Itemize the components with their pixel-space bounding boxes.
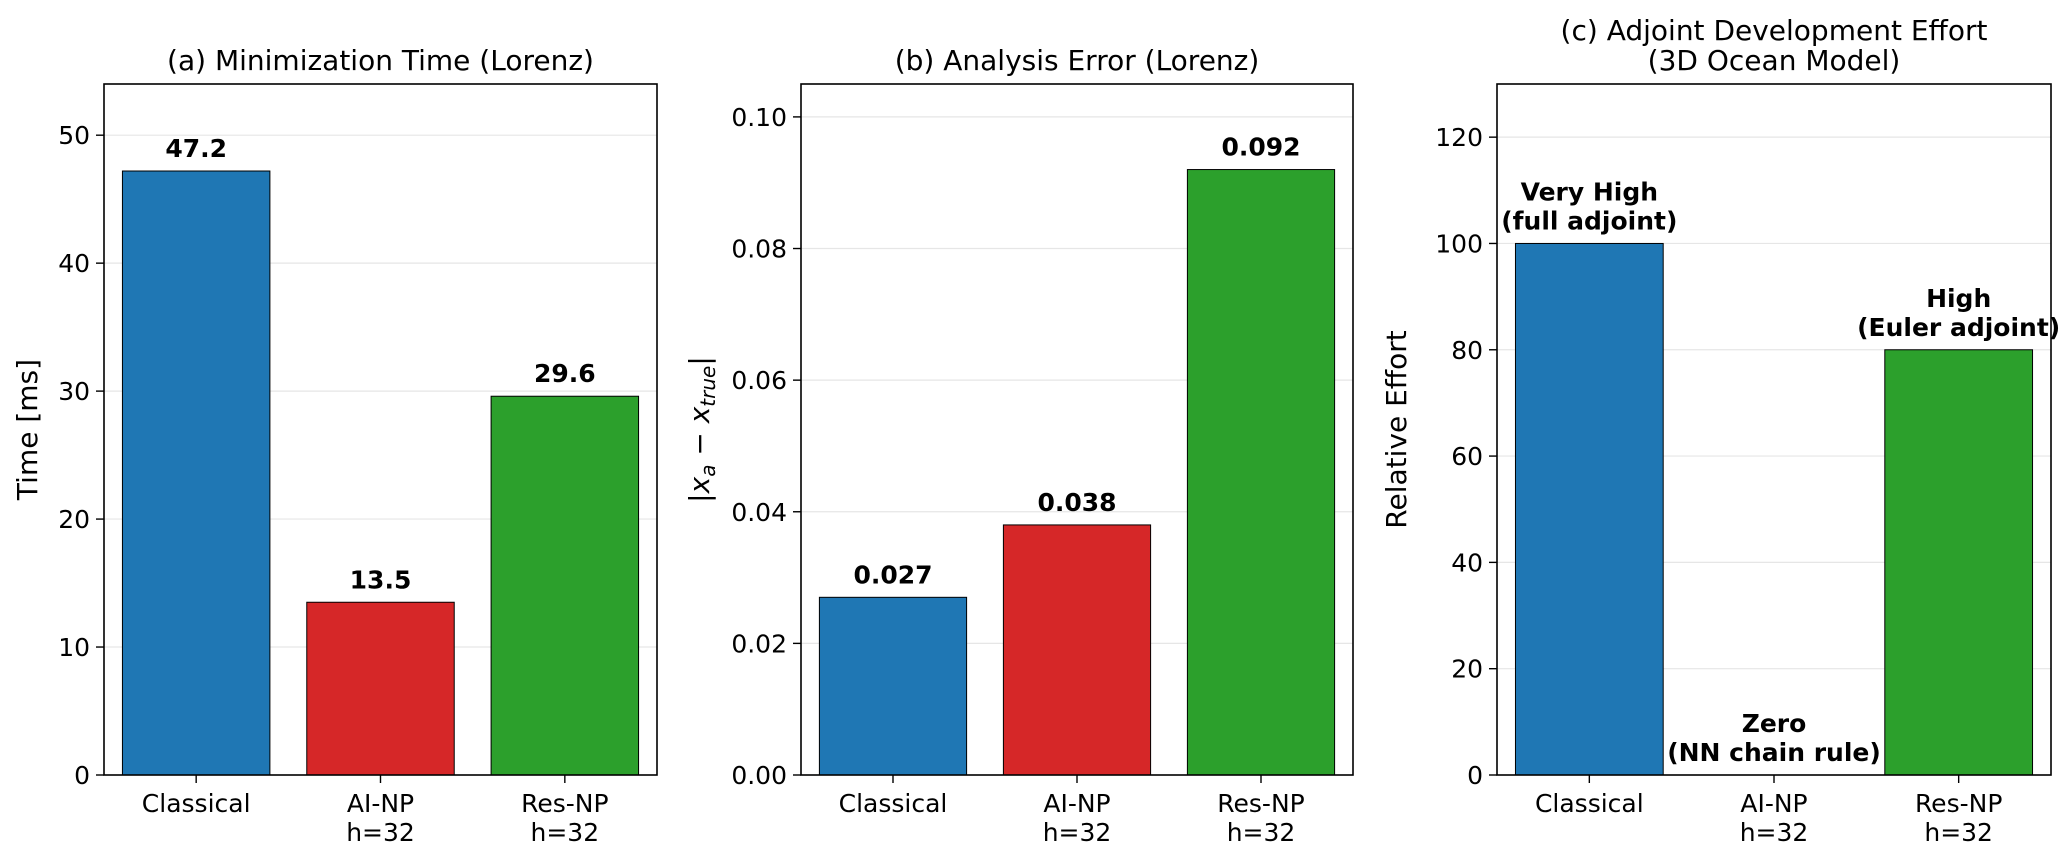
x-tick-label: Classical <box>839 789 948 818</box>
bar-value-label: 29.6 <box>534 359 596 388</box>
y-tick-label: 40 <box>1451 548 1483 577</box>
y-tick-label: 120 <box>1435 123 1483 152</box>
y-tick-label: 10 <box>58 633 90 662</box>
x-tick-label: Classical <box>142 789 251 818</box>
bar-value-label: 0.092 <box>1221 133 1300 162</box>
y-tick-label: 60 <box>1451 442 1483 471</box>
y-tick-label: 0 <box>74 761 90 790</box>
chart-title: (3D Ocean Model) <box>1648 44 1901 77</box>
y-tick-label: 40 <box>58 249 90 278</box>
x-tick-label: h=32 <box>531 818 600 847</box>
x-tick-label: AI-NP <box>347 789 414 818</box>
bar-value-label: 0.038 <box>1037 488 1116 517</box>
bar-value-label: (NN chain rule) <box>1667 738 1881 767</box>
bar-3 <box>1884 349 2034 776</box>
bar-value-label: (full adjoint) <box>1501 206 1677 235</box>
y-tick-label: 0.06 <box>731 366 787 395</box>
x-tick-label: h=32 <box>1924 818 1993 847</box>
y-tick-label: 0.08 <box>731 235 787 264</box>
y-tick-label: 0.00 <box>731 761 787 790</box>
y-tick-label: 0 <box>1467 761 1483 790</box>
x-tick-label: Res-NP <box>1217 789 1304 818</box>
bar-1 <box>818 596 968 776</box>
y-tick-label: 100 <box>1435 229 1483 258</box>
y-axis-title: Time [ms] <box>11 359 44 501</box>
bar-value-label: Zero <box>1742 709 1807 738</box>
y-tick-label: 0.02 <box>731 629 787 658</box>
bar-value-label: 0.027 <box>853 560 932 589</box>
chart-title: (b) Analysis Error (Lorenz) <box>895 44 1260 77</box>
y-tick-label: 30 <box>58 377 90 406</box>
bar-3 <box>1186 169 1336 776</box>
bar-value-label: (Euler adjoint) <box>1857 313 2060 342</box>
x-tick-label: h=32 <box>1043 818 1112 847</box>
x-tick-label: AI-NP <box>1740 789 1807 818</box>
chart-panel-2: 0.027 0.038 0.092 0.00 0.02 0.04 0.06 0.08 0.10 C… <box>683 44 1354 847</box>
y-tick-label: 0.04 <box>731 498 787 527</box>
bar-value-label: High <box>1926 284 1991 313</box>
bar-1 <box>121 170 271 776</box>
bar-2 <box>306 601 455 776</box>
x-tick-label: AI-NP <box>1043 789 1110 818</box>
x-tick-label: Res-NP <box>521 789 608 818</box>
bar-value-label: 47.2 <box>165 134 227 163</box>
chart-title: (a) Minimization Time (Lorenz) <box>167 44 594 77</box>
y-tick-label: 0.10 <box>731 103 787 132</box>
y-tick-label: 80 <box>1451 336 1483 365</box>
y-tick-label: 20 <box>58 505 90 534</box>
bar-value-label: 13.5 <box>350 565 412 594</box>
y-axis-title: |xa − xtrue| <box>683 356 720 503</box>
y-tick-label: 50 <box>58 121 90 150</box>
x-tick-label: h=32 <box>1227 818 1296 847</box>
bar-value-label: Very High <box>1521 177 1658 206</box>
x-tick-label: Res-NP <box>1915 789 2002 818</box>
y-tick-label: 20 <box>1451 655 1483 684</box>
x-tick-label: h=32 <box>346 818 415 847</box>
x-tick-label: h=32 <box>1740 818 1809 847</box>
chart-panel-3: Very High(full adjoint) Zero(NN chain rul… <box>1380 14 2060 847</box>
bar-1 <box>1514 242 1664 776</box>
bar-3 <box>490 395 640 776</box>
chart-title: (c) Adjoint Development Effort <box>1561 14 1988 47</box>
x-tick-label: Classical <box>1535 789 1644 818</box>
bar-2 <box>1002 524 1152 776</box>
y-axis-title: Relative Effort <box>1380 330 1413 528</box>
